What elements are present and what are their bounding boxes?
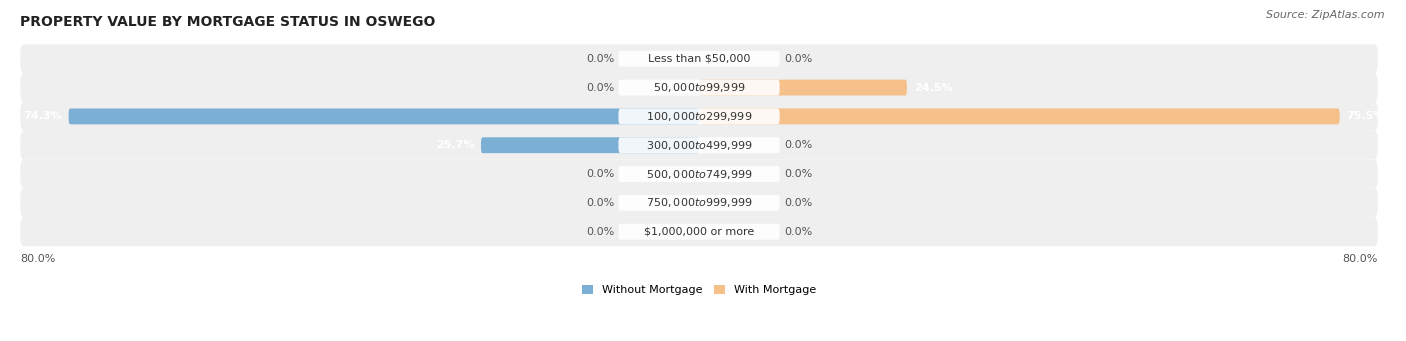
Legend: Without Mortgage, With Mortgage: Without Mortgage, With Mortgage [582, 285, 815, 295]
Text: 0.0%: 0.0% [586, 54, 614, 64]
Text: $100,000 to $299,999: $100,000 to $299,999 [645, 110, 752, 123]
FancyBboxPatch shape [699, 80, 907, 95]
FancyBboxPatch shape [619, 195, 780, 211]
Text: 74.3%: 74.3% [24, 112, 62, 121]
Text: 0.0%: 0.0% [785, 140, 813, 150]
FancyBboxPatch shape [699, 108, 1340, 124]
Text: 80.0%: 80.0% [1343, 254, 1378, 264]
Text: 80.0%: 80.0% [20, 254, 56, 264]
Text: $500,000 to $749,999: $500,000 to $749,999 [645, 167, 752, 180]
Text: Less than $50,000: Less than $50,000 [648, 54, 751, 64]
Text: $300,000 to $499,999: $300,000 to $499,999 [645, 139, 752, 152]
Text: 0.0%: 0.0% [785, 227, 813, 237]
Text: 0.0%: 0.0% [586, 227, 614, 237]
FancyBboxPatch shape [20, 131, 1378, 160]
FancyBboxPatch shape [20, 73, 1378, 102]
FancyBboxPatch shape [619, 80, 780, 95]
FancyBboxPatch shape [20, 102, 1378, 131]
Text: 75.5%: 75.5% [1347, 112, 1385, 121]
FancyBboxPatch shape [619, 137, 780, 153]
FancyBboxPatch shape [69, 108, 699, 124]
Text: Source: ZipAtlas.com: Source: ZipAtlas.com [1267, 10, 1385, 20]
FancyBboxPatch shape [619, 224, 780, 240]
Text: 24.5%: 24.5% [914, 83, 952, 92]
Text: 0.0%: 0.0% [785, 169, 813, 179]
Text: 0.0%: 0.0% [785, 54, 813, 64]
Text: 0.0%: 0.0% [586, 198, 614, 208]
Text: 0.0%: 0.0% [586, 83, 614, 92]
Text: 0.0%: 0.0% [785, 198, 813, 208]
FancyBboxPatch shape [20, 160, 1378, 189]
FancyBboxPatch shape [619, 166, 780, 182]
FancyBboxPatch shape [619, 108, 780, 124]
FancyBboxPatch shape [20, 189, 1378, 217]
Text: $1,000,000 or more: $1,000,000 or more [644, 227, 754, 237]
FancyBboxPatch shape [20, 44, 1378, 73]
Text: $750,000 to $999,999: $750,000 to $999,999 [645, 196, 752, 209]
FancyBboxPatch shape [619, 51, 780, 66]
Text: 25.7%: 25.7% [436, 140, 474, 150]
FancyBboxPatch shape [481, 137, 699, 153]
FancyBboxPatch shape [20, 217, 1378, 246]
Text: $50,000 to $99,999: $50,000 to $99,999 [652, 81, 745, 94]
Text: 0.0%: 0.0% [586, 169, 614, 179]
Text: PROPERTY VALUE BY MORTGAGE STATUS IN OSWEGO: PROPERTY VALUE BY MORTGAGE STATUS IN OSW… [20, 15, 436, 29]
